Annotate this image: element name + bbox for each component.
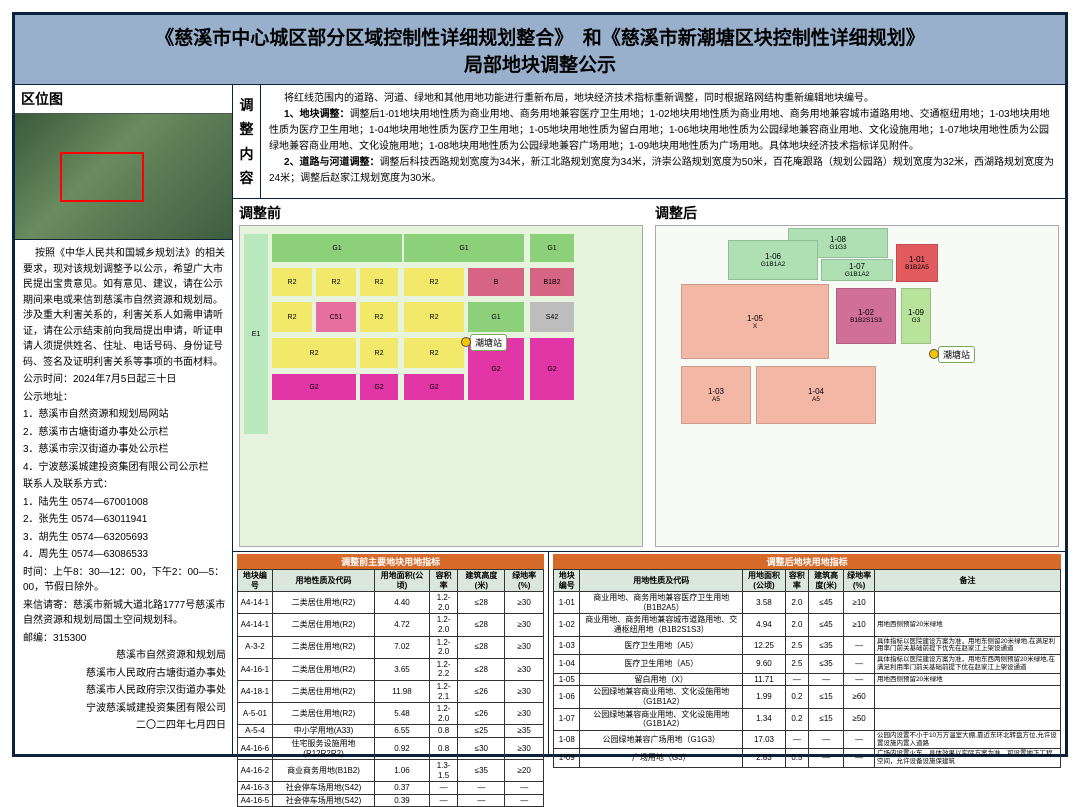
p2-body: 调整后科技西路规划宽度为34米，新江北路规划宽度为34米，浒崇公路规划宽度为50… [269, 157, 1054, 184]
p2-label: 2、道路与河道调整： [284, 157, 380, 168]
table-before-wrap: 调整前主要地块用地指标 地块编号用地性质及代码用地面积(公顷)容积率建筑高度(米… [233, 552, 549, 754]
station-before: 潮塘站 [470, 334, 507, 351]
map-before-col: 调整前 G1G2B1B2S42E1G2G2R2G2G2R2R2G1R2G1BR2… [233, 199, 649, 551]
map-before-title: 调整前 [239, 203, 643, 223]
map-after-title: 调整后 [655, 203, 1059, 223]
table-after: 地块编号用地性质及代码用地面积(公顷)容积率建筑高度(米)绿地率(%)备注1-0… [553, 569, 1061, 768]
maps-row: 调整前 G1G2B1B2S42E1G2G2R2G2G2R2R2G1R2G1BR2… [233, 199, 1065, 552]
left-column: 区位图 按照《中华人民共和国城乡规划法》的相关要求，现对该规划调整予以公示，希望… [15, 85, 233, 754]
notice-text: 按照《中华人民共和国城乡规划法》的相关要求，现对该规划调整予以公示，希望广大市民… [15, 240, 232, 740]
adjust-p1: 1、地块调整：调整后1-01地块用地性质为商业用地、商务用地兼容医疗卫生用地；1… [269, 107, 1057, 155]
adjust-intro: 将红线范围内的道路、河道、绿地和其他用地功能进行重新布局，地块经济技术指标重新调… [269, 91, 1057, 107]
table-before: 地块编号用地性质及代码用地面积(公顷)容积率建筑高度(米)绿地率(%)A4-14… [237, 569, 544, 807]
title-line1: 《慈溪市中心城区部分区域控制性详细规划整合》 和《慈溪市新潮塘区块控制性详细规划… [155, 23, 925, 50]
header: 《慈溪市中心城区部分区域控制性详细规划整合》 和《慈溪市新潮塘区块控制性详细规划… [15, 15, 1065, 85]
map-before: G1G2B1B2S42E1G2G2R2G2G2R2R2G1R2G1BR2R2C5… [239, 225, 643, 547]
map-after: 1-09G31-02B1B2S1S31-01B1B2A51-07G1B1A21-… [655, 225, 1059, 547]
table-before-title: 调整前主要地块用地指标 [237, 554, 544, 569]
p1-label: 1、地块调整： [284, 109, 350, 120]
body: 区位图 按照《中华人民共和国城乡规划法》的相关要求，现对该规划调整予以公示，希望… [15, 85, 1065, 754]
location-title: 区位图 [15, 85, 232, 114]
tables-row: 调整前主要地块用地指标 地块编号用地性质及代码用地面积(公顷)容积率建筑高度(米… [233, 552, 1065, 754]
adjust-text: 将红线范围内的道路、河道、绿地和其他用地功能进行重新布局，地块经济技术指标重新调… [261, 85, 1065, 198]
p1-body: 调整后1-01地块用地性质为商业用地、商务用地兼容医疗卫生用地；1-02地块用地… [269, 109, 1050, 152]
location-map [15, 114, 232, 240]
adjust-label: 调整内容 [233, 85, 261, 198]
table-after-wrap: 调整后地块用地指标 地块编号用地性质及代码用地面积(公顷)容积率建筑高度(米)绿… [549, 552, 1065, 754]
title-line2: 局部地块调整公示 [464, 50, 616, 77]
poster-root: 《慈溪市中心城区部分区域控制性详细规划整合》 和《慈溪市新潮塘区块控制性详细规划… [12, 12, 1068, 757]
station-after: 潮塘站 [938, 346, 975, 363]
adjust-p2: 2、道路与河道调整：调整后科技西路规划宽度为34米，新江北路规划宽度为34米，浒… [269, 155, 1057, 187]
map-after-col: 调整后 1-09G31-02B1B2S1S31-01B1B2A51-07G1B1… [649, 199, 1065, 551]
adjust-content: 调整内容 将红线范围内的道路、河道、绿地和其他用地功能进行重新布局，地块经济技术… [233, 85, 1065, 199]
table-after-title: 调整后地块用地指标 [553, 554, 1061, 569]
right-column: 调整内容 将红线范围内的道路、河道、绿地和其他用地功能进行重新布局，地块经济技术… [233, 85, 1065, 754]
